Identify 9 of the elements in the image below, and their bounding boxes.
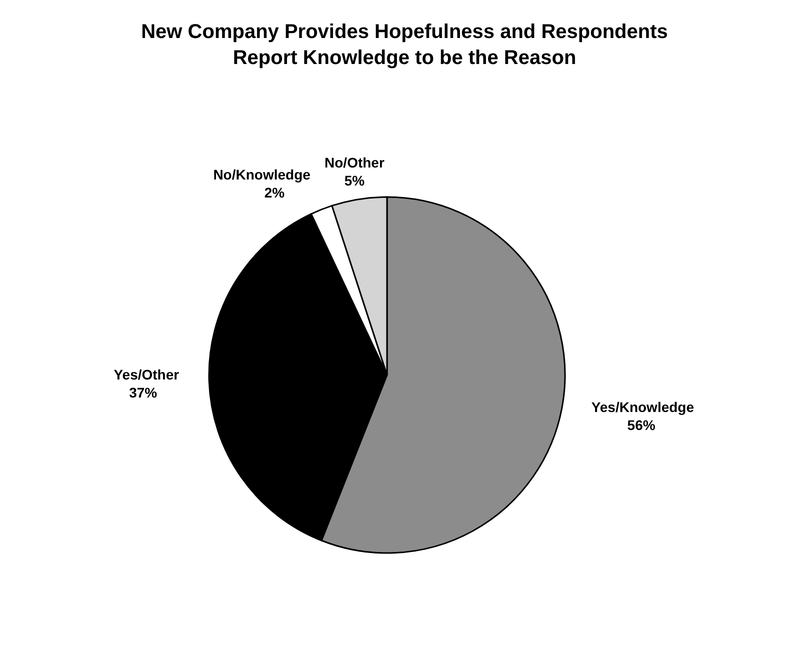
chart-title: New Company Provides Hopefulness and Respondents Report Knowledge to be the Reason xyxy=(141,21,668,69)
slice-label: Yes/Other xyxy=(114,366,180,383)
slice-label: No/Knowledge xyxy=(213,166,311,183)
slice-label: No/Other xyxy=(324,154,385,171)
data-label: 2% xyxy=(264,184,286,201)
data-label: 37% xyxy=(129,384,158,401)
slice-label: Yes/Knowledge xyxy=(591,398,694,415)
data-label: 56% xyxy=(627,416,656,433)
data-label: 5% xyxy=(344,172,366,189)
